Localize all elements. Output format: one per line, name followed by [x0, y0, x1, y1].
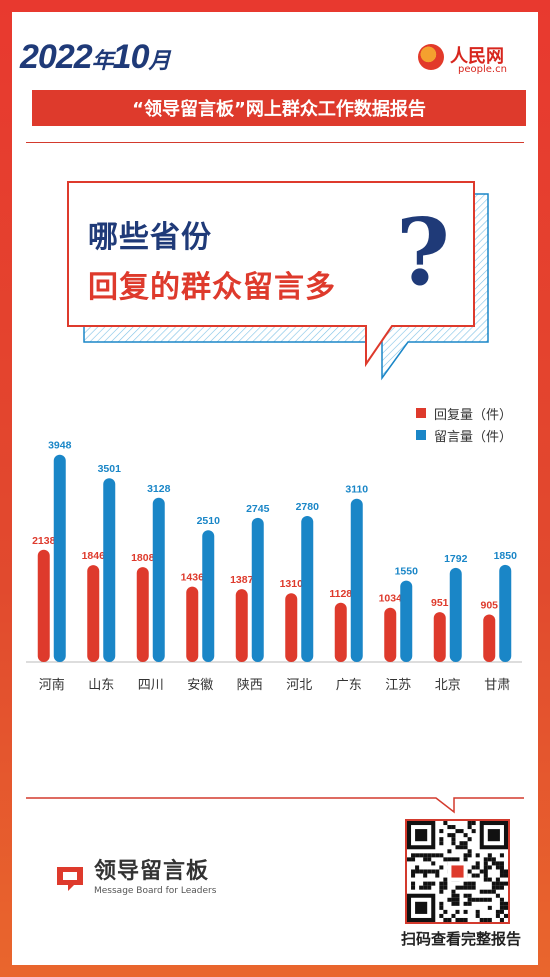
- top-divider: [26, 142, 524, 143]
- bar-message: [202, 530, 215, 662]
- x-tick-label: 北京: [435, 678, 461, 693]
- data-label-message: 3501: [98, 463, 122, 475]
- bar-reply: [186, 586, 199, 662]
- qr-caption: 扫码查看完整报告: [400, 930, 521, 948]
- x-tick-label: 广东: [336, 678, 362, 693]
- legend-swatch-reply: [416, 408, 426, 418]
- data-label-reply: 1310: [280, 578, 304, 590]
- month-value: 10: [112, 38, 150, 76]
- bubble-main: [67, 181, 475, 368]
- poster-card: [12, 12, 538, 965]
- year-unit: 年: [91, 48, 114, 73]
- x-tick-label: 陕西: [237, 678, 263, 693]
- brand-name-en: Message Board for Leaders: [94, 885, 217, 896]
- brand-name-cn: 领导留言板: [94, 858, 210, 884]
- bar-reply: [384, 607, 397, 662]
- question-mark: ?: [396, 198, 450, 306]
- x-tick-label: 河南: [39, 677, 65, 693]
- data-label-message: 1850: [494, 550, 518, 562]
- bar-message: [152, 497, 165, 662]
- bar-chart: 2138 3948 河南 1846 3501 山东 1808 3128 四川 1436 2510 安徽…: [26, 440, 522, 693]
- legend-item-reply: 回复量（件）: [416, 402, 512, 424]
- people-logo-url: people.cn: [458, 64, 507, 75]
- legend-swatch-message: [416, 430, 426, 440]
- bar-message: [103, 478, 116, 662]
- data-label-message: 3110: [345, 484, 368, 496]
- year-value: 2022: [20, 38, 93, 76]
- x-tick-label: 江苏: [385, 677, 411, 693]
- data-label-reply: 2138: [32, 535, 56, 547]
- x-tick-label: 四川: [138, 678, 164, 693]
- data-label-message: 2745: [246, 503, 270, 515]
- bar-message: [251, 517, 264, 662]
- x-tick-label: 河北: [286, 678, 312, 693]
- data-label-message: 3128: [147, 483, 171, 495]
- bar-reply: [285, 593, 298, 662]
- bar-message: [499, 564, 512, 662]
- data-label-reply: 1436: [181, 572, 205, 584]
- question-line-1: 哪些省份: [88, 220, 212, 255]
- data-label-reply: 1846: [82, 550, 106, 562]
- legend-label-message: 留言量（件）: [434, 429, 513, 445]
- data-label-message: 3948: [48, 440, 72, 452]
- people-logo-mark: [418, 44, 444, 70]
- report-banner: “领导留言板”网上群众工作数据报告: [32, 90, 526, 126]
- data-label-reply: 951: [431, 597, 449, 609]
- bar-message: [350, 498, 363, 662]
- brand-mark-icon: [57, 867, 83, 891]
- bar-reply: [235, 589, 248, 662]
- data-label-message: 2780: [296, 501, 320, 513]
- data-label-message: 1792: [444, 553, 468, 565]
- bar-reply: [136, 567, 149, 662]
- speech-bubble: [67, 181, 489, 381]
- data-label-reply: 1387: [230, 574, 254, 586]
- bar-message: [449, 567, 462, 662]
- bar-reply: [483, 614, 496, 662]
- report-date: 2022年10月: [20, 38, 171, 77]
- data-label-message: 2510: [197, 515, 221, 527]
- legend-label-reply: 回复量（件）: [434, 407, 513, 423]
- bar-reply: [334, 602, 347, 662]
- x-tick-label: 甘肃: [484, 678, 510, 693]
- bar-message: [301, 516, 314, 662]
- bottom-divider: [26, 797, 524, 814]
- qr-code[interactable]: [405, 819, 510, 924]
- bar-reply: [37, 549, 50, 662]
- chart-legend: 回复量（件） 留言量（件）: [416, 402, 512, 446]
- bar-reply: [433, 612, 446, 662]
- brand-logo: 领导留言板 Message Board for Leaders: [54, 858, 216, 898]
- data-label-reply: 1808: [131, 552, 155, 564]
- data-label-reply: 1034: [379, 593, 403, 605]
- x-tick-label: 安徽: [187, 678, 213, 693]
- bar-message: [53, 454, 66, 662]
- data-label-reply: 1128: [329, 588, 352, 600]
- legend-item-message: 留言量（件）: [416, 424, 512, 446]
- bar-reply: [87, 565, 100, 662]
- data-label-message: 1550: [395, 566, 419, 578]
- bar-message: [400, 580, 413, 662]
- people-logo-text: 人民网: [450, 46, 504, 67]
- question-line-2: 回复的群众留言多: [88, 270, 336, 305]
- month-unit: 月: [148, 48, 170, 73]
- data-label-reply: 905: [480, 599, 498, 611]
- x-tick-label: 山东: [88, 678, 114, 693]
- people-logo: 人民网 people.cn: [418, 40, 528, 80]
